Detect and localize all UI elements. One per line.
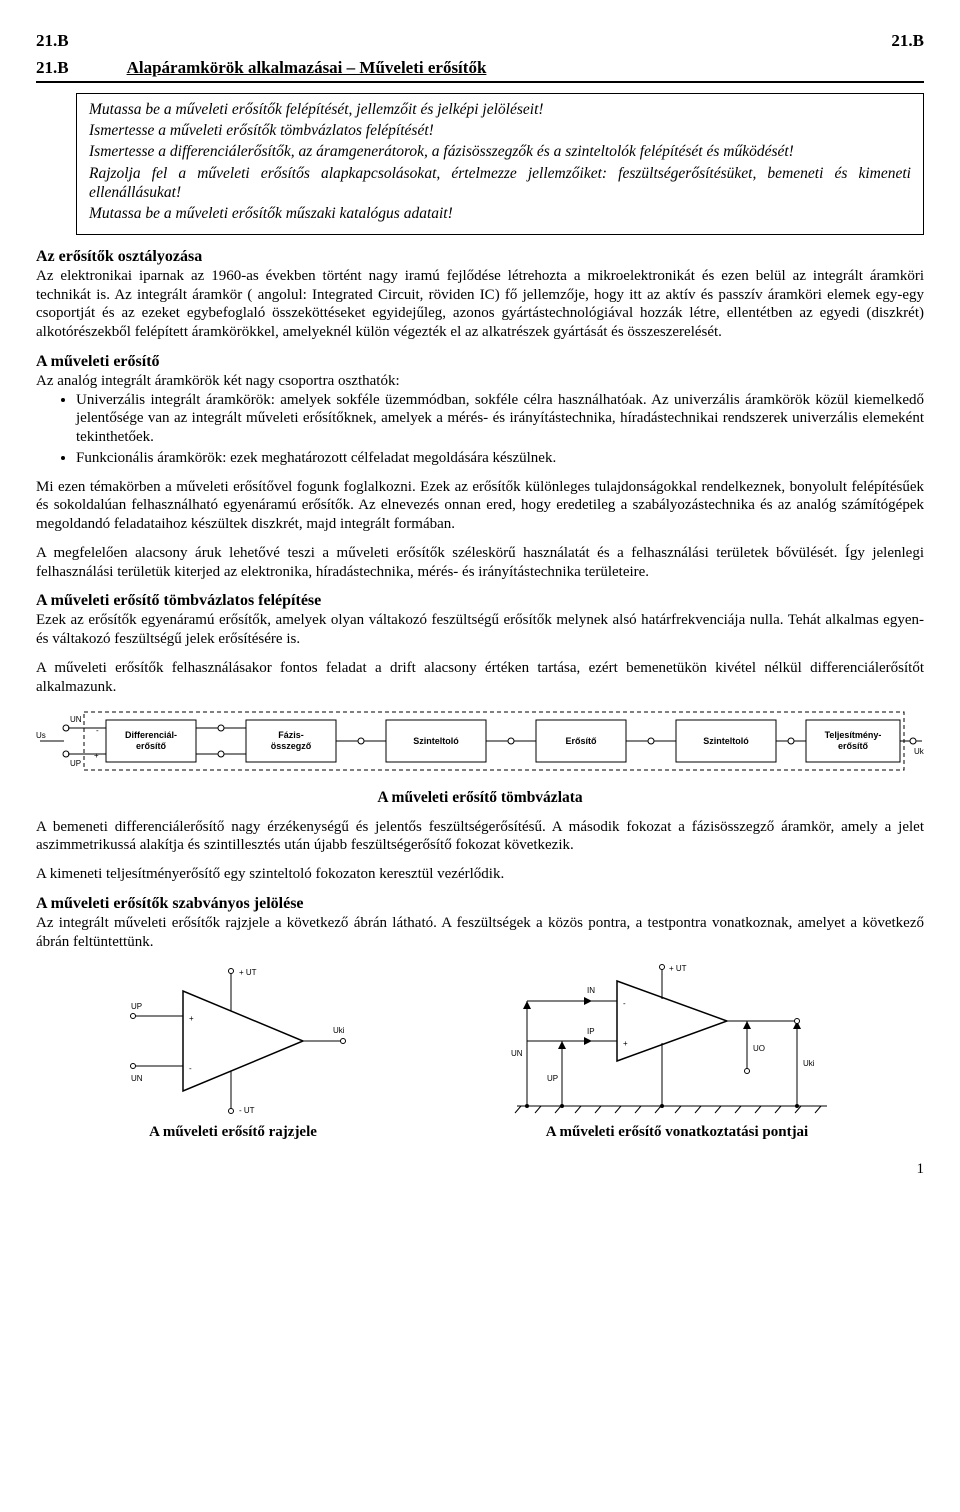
diagram-block-2: Fázis-összegző: [246, 720, 336, 762]
task-line-2: Ismertesse a műveleti erősítők tömbvázla…: [89, 121, 911, 140]
svg-text:Szinteltoló: Szinteltoló: [703, 736, 749, 746]
diagram-block-3: Szinteltoló: [386, 720, 486, 762]
opamp-symbol-right: + UT IN - IP + UN UP: [497, 961, 857, 1142]
section-3-p2: A műveleti erősítők felhasználásakor fon…: [36, 659, 924, 697]
opamp-symbol-left-caption: A műveleti erősítő rajzjele: [103, 1123, 363, 1142]
symbol-row: + UT - UT UP + UN - Uki A műveleti erősí…: [36, 961, 924, 1142]
section-3-heading: A műveleti erősítő tömbvázlatos felépíté…: [36, 591, 924, 611]
section-2-p1: Mi ezen témakörben a műveleti erősítővel…: [36, 478, 924, 534]
task-box: Mutassa be a műveleti erősítők felépítés…: [76, 93, 924, 235]
diagram-block-6: Teljesítmény-erősítő: [806, 720, 900, 762]
section-5-body: Az integrált műveleti erősítők rajzjele …: [36, 914, 924, 952]
svg-text:UO: UO: [753, 1044, 765, 1053]
opamp-symbol-right-caption: A műveleti erősítő vonatkoztatási pontja…: [497, 1123, 857, 1142]
section-2-list: Univerzális integrált áramkörök: amelyek…: [36, 391, 924, 468]
diagram-label-un: UN: [70, 715, 82, 724]
title-main: Alapáramkörök alkalmazásai – Műveleti er…: [127, 57, 487, 78]
diagram-block-1: Differenciál-erősítő: [106, 720, 196, 762]
section-1-heading: Az erősítők osztályozása: [36, 247, 924, 267]
svg-text:+: +: [94, 751, 99, 760]
block-diagram: Us UN - UP + Differenciál-erősítő Fázis-…: [36, 706, 924, 786]
svg-text:IN: IN: [587, 986, 595, 995]
section-4-p2: A kimeneti teljesítményerősítő egy szint…: [36, 865, 924, 884]
diagram-label-us: Us: [36, 731, 46, 740]
svg-text:Szinteltoló: Szinteltoló: [413, 736, 459, 746]
section-2-intro: Az analóg integrált áramkörök két nagy c…: [36, 372, 924, 391]
task-line-5: Mutassa be a műveleti erősítők műszaki k…: [89, 204, 911, 223]
diagram-block-4: Erősítő: [536, 720, 626, 762]
block-diagram-caption: A műveleti erősítő tömbvázlata: [36, 788, 924, 807]
page-header: 21.B 21.B: [36, 30, 924, 51]
section-2-heading: A műveleti erősítő: [36, 352, 924, 372]
svg-text:Uki: Uki: [803, 1059, 815, 1068]
svg-text:Uki: Uki: [333, 1026, 345, 1035]
svg-text:Erősítő: Erősítő: [565, 736, 597, 746]
svg-text:UN: UN: [131, 1074, 143, 1083]
title-row: 21.B Alapáramkörök alkalmazásai – Művele…: [36, 57, 924, 82]
section-1-body: Az elektronikai iparnak az 1960-as évekb…: [36, 267, 924, 342]
title-code: 21.B: [36, 57, 69, 78]
task-line-3: Ismertesse a differenciálerősítők, az ár…: [89, 142, 911, 161]
svg-text:UN: UN: [511, 1049, 523, 1058]
svg-text:-: -: [189, 1064, 192, 1073]
page-number: 1: [36, 1160, 924, 1179]
svg-text:UP: UP: [131, 1002, 142, 1011]
header-right: 21.B: [891, 30, 924, 51]
header-left: 21.B: [36, 30, 69, 51]
diagram-block-5: Szinteltoló: [676, 720, 776, 762]
svg-text:+ UT: + UT: [239, 968, 257, 977]
section-2-p2: A megfelelően alacsony áruk lehetővé tes…: [36, 544, 924, 582]
svg-text:UP: UP: [547, 1074, 558, 1083]
diagram-label-uki: Uki: [914, 747, 924, 756]
section-4-p1: A bemeneti differenciálerősítő nagy érzé…: [36, 818, 924, 856]
svg-text:IP: IP: [587, 1027, 595, 1036]
opamp-symbol-left: + UT - UT UP + UN - Uki A műveleti erősí…: [103, 961, 363, 1142]
section-3-p1: Ezek az erősítők egyenáramú erősítők, am…: [36, 611, 924, 649]
svg-text:- UT: - UT: [239, 1106, 255, 1115]
section-5-heading: A műveleti erősítők szabványos jelölése: [36, 894, 924, 914]
diagram-label-up: UP: [70, 759, 81, 768]
svg-text:+: +: [623, 1039, 628, 1048]
list-item: Funkcionális áramkörök: ezek meghatározo…: [76, 449, 924, 468]
svg-text:-: -: [96, 726, 99, 735]
task-line-4: Rajzolja fel a műveleti erősítős alapkap…: [89, 164, 911, 203]
task-line-1: Mutassa be a műveleti erősítők felépítés…: [89, 100, 911, 119]
list-item: Univerzális integrált áramkörök: amelyek…: [76, 391, 924, 447]
svg-text:+ UT: + UT: [669, 964, 687, 973]
svg-text:+: +: [189, 1014, 194, 1023]
svg-text:-: -: [623, 999, 626, 1008]
